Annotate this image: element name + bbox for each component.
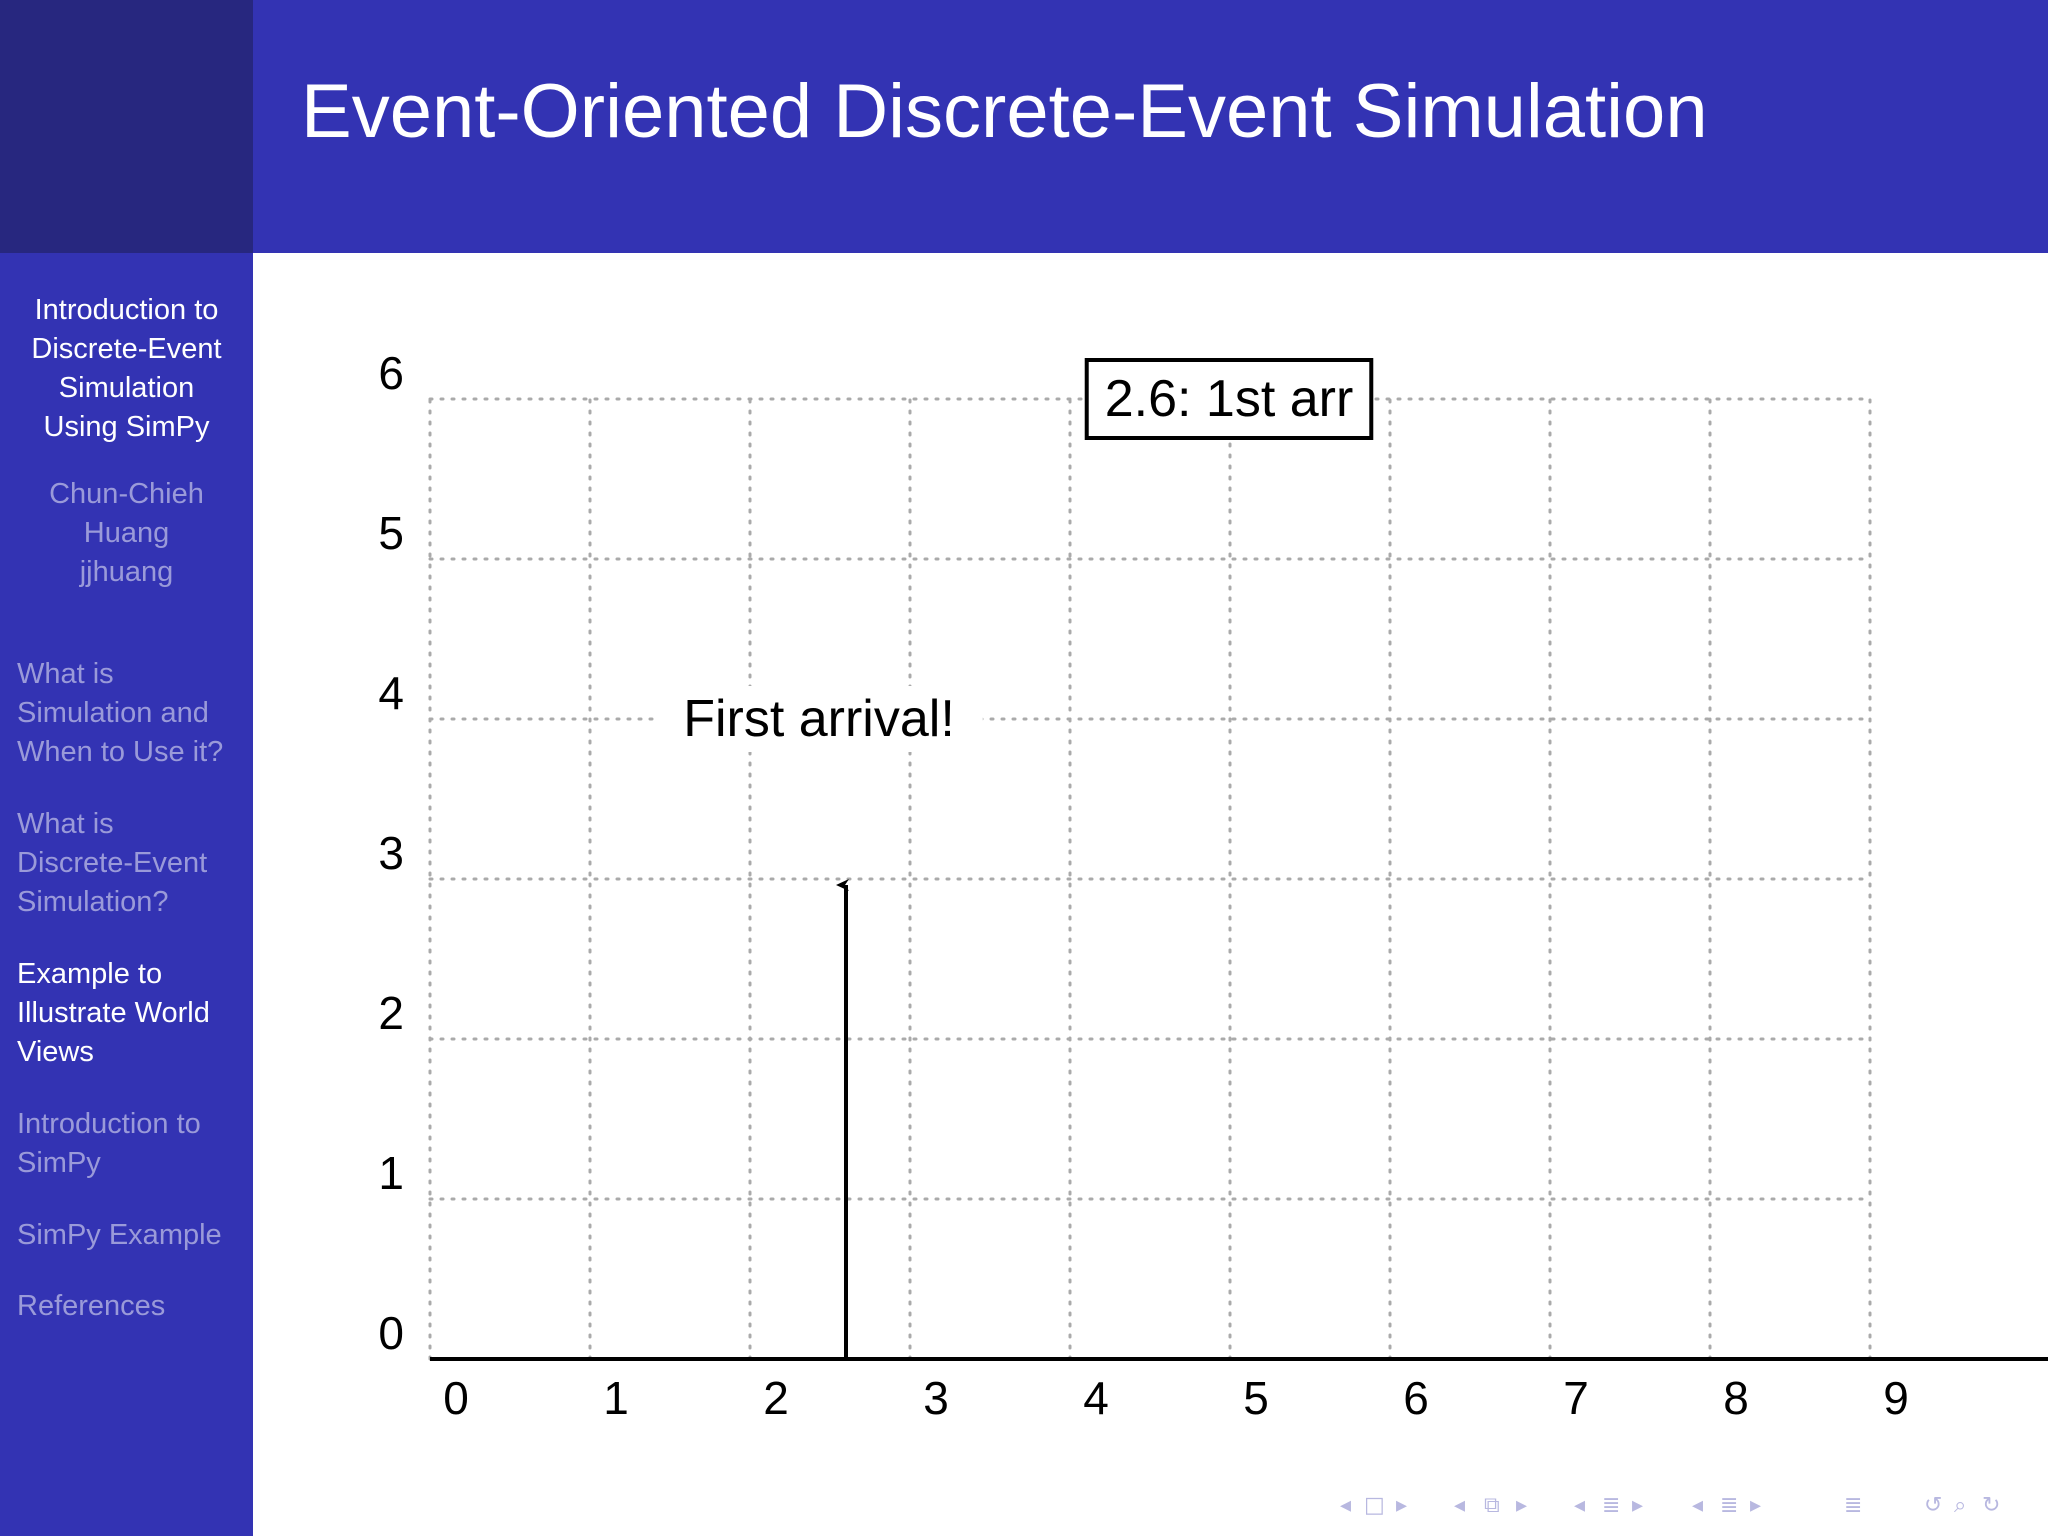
x-tick-label: 8 xyxy=(1723,1372,1749,1424)
sidebar-item-label: Views xyxy=(17,1036,94,1068)
sidebar-corner xyxy=(0,0,253,253)
sidebar-item-label: Simulation? xyxy=(17,886,169,918)
y-tick-label: 4 xyxy=(378,667,404,719)
search-icon[interactable]: ⌕ xyxy=(1954,1493,1967,1518)
presentation-title-line: Using SimPy xyxy=(43,411,210,443)
appendix-icon[interactable]: ≣ xyxy=(1844,1493,1863,1518)
x-tick-label: 1 xyxy=(603,1372,629,1424)
author: Chun-Chieh Huang jjhuang xyxy=(0,475,253,592)
sidebar-item-label: Example to xyxy=(17,958,163,990)
sidebar-item-label: SimPy xyxy=(17,1147,101,1179)
sidebar-item-intro-simpy[interactable]: Introduction to SimPy xyxy=(17,1105,247,1183)
sidebar-item-label: References xyxy=(17,1290,166,1322)
sidebar-item-simpy-example[interactable]: SimPy Example xyxy=(17,1216,247,1255)
author-line: Chun-Chieh xyxy=(49,478,204,510)
prev-arrow-icon[interactable]: ◂ xyxy=(1340,1493,1352,1518)
presentation-title-line: Discrete-Event xyxy=(31,333,222,365)
sidebar-item-label: What is xyxy=(17,658,114,690)
x-tick-label: 9 xyxy=(1883,1372,1909,1424)
prev-arrow-icon[interactable]: ◂ xyxy=(1574,1493,1586,1518)
frame-icon[interactable]: □ xyxy=(1364,1493,1385,1518)
y-tick-label: 5 xyxy=(378,507,404,559)
page-title: Event-Oriented Discrete-Event Simulation xyxy=(301,69,1708,154)
prev-arrow-icon[interactable]: ◂ xyxy=(1454,1493,1466,1518)
sidebar-item-what-is-simulation[interactable]: What is Simulation and When to Use it? xyxy=(17,655,247,772)
subsection-icon[interactable]: ⧉ xyxy=(1484,1493,1500,1518)
x-tick-label: 6 xyxy=(1403,1372,1429,1424)
next-arrow-icon[interactable]: ▸ xyxy=(1750,1493,1762,1518)
beamer-navigation-bar: ◂ □ ▸ ◂ ⧉ ▸ ◂ ≣ ▸ ◂ ≣ ▸ ≣ ↺ ⌕ ↻ xyxy=(1330,1488,2040,1524)
next-arrow-icon[interactable]: ▸ xyxy=(1632,1493,1644,1518)
subsection-list-icon[interactable]: ≣ xyxy=(1720,1493,1739,1518)
y-tick-label: 3 xyxy=(378,827,404,879)
x-tick-label: 5 xyxy=(1243,1372,1269,1424)
x-tick-label: 3 xyxy=(923,1372,949,1424)
chart-grid xyxy=(428,397,1872,1361)
next-arrow-icon[interactable]: ▸ xyxy=(1396,1493,1408,1518)
sidebar-item-label: Simulation and xyxy=(17,697,209,729)
annotation-first-arrival: First arrival! xyxy=(683,690,955,748)
sidebar-item-label: Introduction to xyxy=(17,1108,201,1140)
y-tick-label: 6 xyxy=(378,347,404,399)
back-icon[interactable]: ↺ xyxy=(1924,1493,1943,1518)
section-icon[interactable]: ≣ xyxy=(1602,1493,1621,1518)
annotation-background xyxy=(655,686,983,752)
presentation-title-line: Introduction to xyxy=(34,294,219,326)
x-tick-label: 4 xyxy=(1083,1372,1109,1424)
author-line: Huang xyxy=(83,517,170,549)
forward-icon[interactable]: ↻ xyxy=(1982,1493,2001,1518)
sidebar-item-label: What is xyxy=(17,808,114,840)
sidebar-item-label: When to Use it? xyxy=(17,736,224,768)
sidebar-item-example-world-views[interactable]: Example to Illustrate World Views xyxy=(17,955,247,1072)
y-tick-label: 1 xyxy=(378,1147,404,1199)
author-line: jjhuang xyxy=(79,556,174,588)
y-tick-label: 2 xyxy=(378,987,404,1039)
y-tick-label: 0 xyxy=(378,1307,404,1359)
sidebar-item-label: Illustrate World xyxy=(17,997,210,1029)
presentation-title[interactable]: Introduction to Discrete-Event Simulatio… xyxy=(0,291,253,447)
sidebar-item-label: Discrete-Event xyxy=(17,847,208,879)
prev-arrow-icon[interactable]: ◂ xyxy=(1692,1493,1704,1518)
clock-box-label: 2.6: 1st arr xyxy=(1105,370,1354,428)
sidebar: Introduction to Discrete-Event Simulatio… xyxy=(0,253,253,1536)
next-arrow-icon[interactable]: ▸ xyxy=(1516,1493,1528,1518)
x-tick-label: 0 xyxy=(443,1372,469,1424)
presentation-title-line: Simulation xyxy=(58,372,195,404)
header-bar: Event-Oriented Discrete-Event Simulation xyxy=(253,0,2048,253)
sidebar-item-label: SimPy Example xyxy=(17,1219,222,1251)
chart-labels: 0 1 2 3 4 5 6 7 8 9 0 1 2 3 4 5 6 First arrival! 2.6: 1st … xyxy=(378,347,1908,1424)
sidebar-item-references[interactable]: References xyxy=(17,1287,247,1326)
chart-marks xyxy=(655,358,1374,1359)
x-tick-label: 7 xyxy=(1563,1372,1589,1424)
sidebar-item-what-is-des[interactable]: What is Discrete-Event Simulation? xyxy=(17,805,247,922)
x-tick-label: 2 xyxy=(763,1372,789,1424)
clock-box xyxy=(1084,358,1374,440)
